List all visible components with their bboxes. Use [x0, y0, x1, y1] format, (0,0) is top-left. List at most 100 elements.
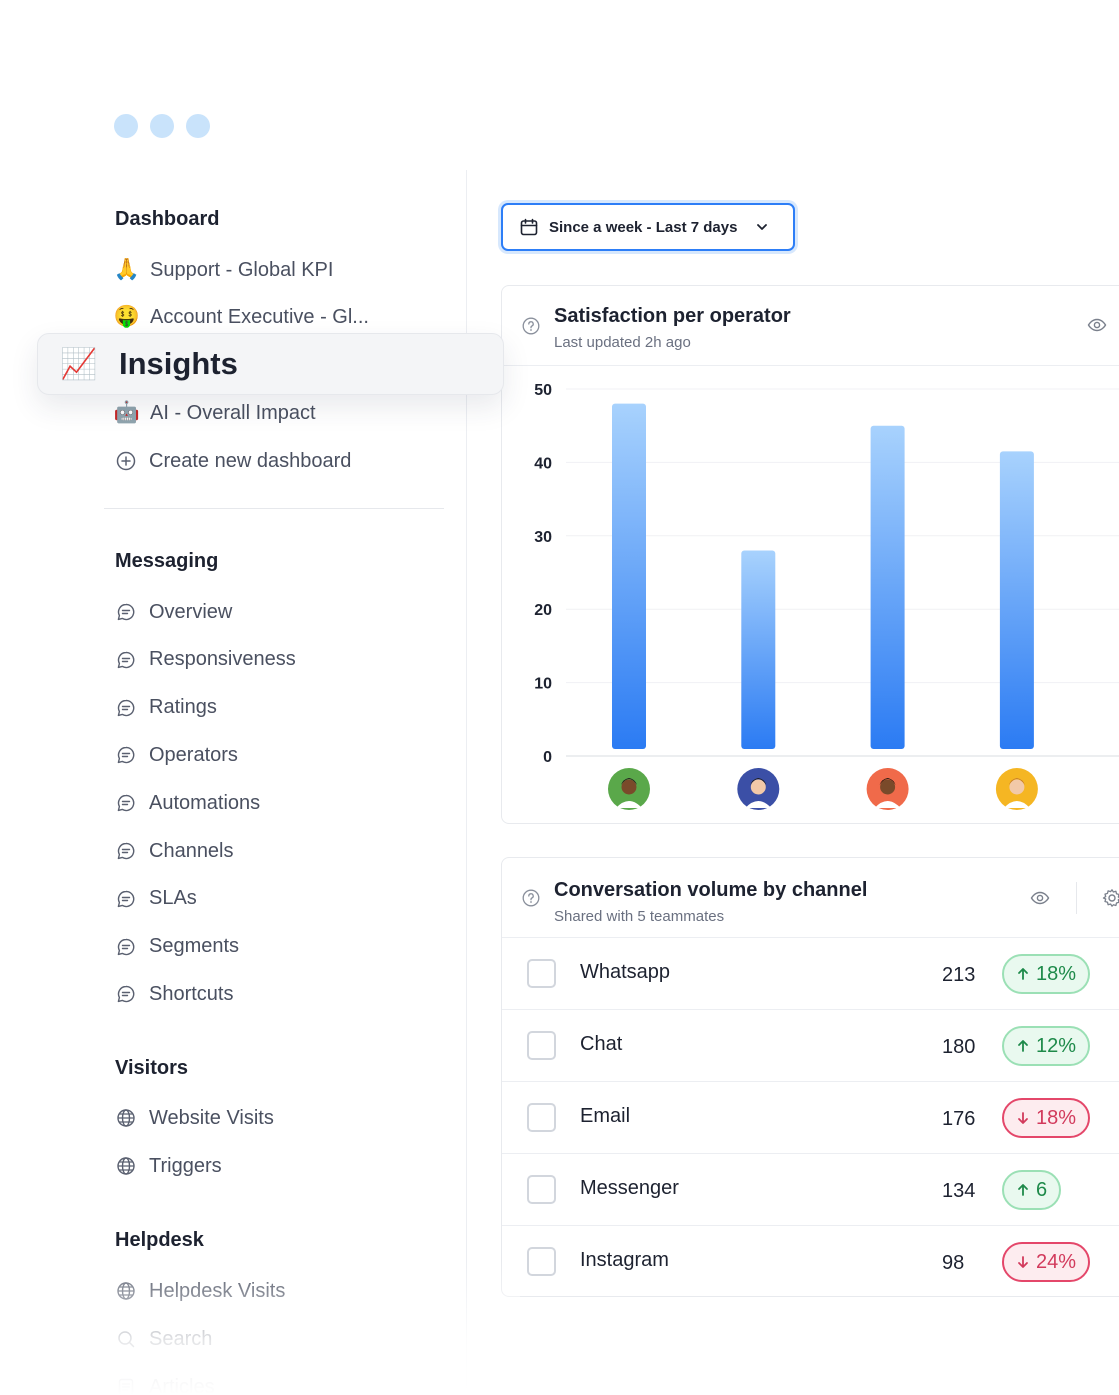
chat-bubble-icon	[115, 936, 137, 958]
bar[interactable]	[870, 425, 905, 749]
gear-icon[interactable]	[1102, 888, 1119, 908]
eye-icon[interactable]	[1030, 888, 1050, 908]
section-title-dashboard: Dashboard	[115, 208, 220, 230]
create-dashboard-button[interactable]: Create new dashboard	[115, 446, 351, 476]
sidebar-item-label: SLAs	[149, 887, 197, 910]
search-icon	[115, 1328, 137, 1350]
channel-name: Messenger	[580, 1177, 679, 1199]
sidebar-item-label: Responsiveness	[149, 648, 296, 671]
praying-hands-icon: 🙏	[113, 258, 141, 281]
y-tick-label: 10	[534, 676, 552, 693]
sidebar-item-segments[interactable]: Segments	[115, 932, 239, 962]
chart-increasing-icon: 📈	[60, 347, 98, 381]
sidebar-item-support-global-kpi[interactable]: 🙏 Support - Global KPI	[113, 255, 334, 285]
y-tick-label: 30	[534, 529, 552, 546]
trend-badge: 6	[1002, 1170, 1062, 1210]
window-dot[interactable]	[186, 114, 210, 138]
channel-name: Email	[580, 1105, 631, 1127]
table-row[interactable]: Chat 180 12%	[502, 1009, 1119, 1081]
table-row[interactable]: Instagram 98 24%	[502, 1225, 1119, 1297]
sidebar-item-search[interactable]: Search	[115, 1324, 212, 1354]
chat-bubble-icon	[115, 697, 137, 719]
y-tick-label: 20	[534, 602, 552, 619]
sidebar-item-label: Support - Global KPI	[150, 258, 334, 281]
y-tick-label: 0	[543, 749, 552, 766]
channel-count: 180	[942, 1036, 976, 1058]
sidebar-item-ratings[interactable]: Ratings	[115, 693, 217, 723]
trend-badge: 24%	[1002, 1242, 1091, 1282]
operator-avatar[interactable]	[737, 768, 780, 810]
row-checkbox[interactable]	[527, 959, 556, 988]
sidebar-item-helpdesk-visits[interactable]: Helpdesk Visits	[115, 1276, 285, 1306]
date-range-dropdown[interactable]: Since a week - Last 7 days	[501, 203, 795, 251]
card-subtitle: Shared with 5 teammates	[554, 908, 725, 925]
bar[interactable]	[612, 403, 646, 749]
trend-value: 24%	[1036, 1250, 1077, 1273]
date-range-label: Since a week - Last 7 days	[549, 218, 738, 236]
sidebar-item-slas[interactable]: SLAs	[115, 884, 197, 914]
operator-avatar[interactable]	[995, 768, 1038, 810]
operator-avatar[interactable]	[608, 768, 650, 810]
sidebar-item-label: Search	[149, 1327, 213, 1350]
arrow-down-icon	[1016, 1111, 1036, 1125]
satisfaction-chart-card: Satisfaction per operator Last updated 2…	[501, 285, 1119, 824]
window-dot[interactable]	[150, 114, 174, 138]
chat-bubble-icon	[115, 649, 137, 671]
y-tick-label: 50	[534, 382, 552, 399]
operator-avatar[interactable]	[866, 768, 909, 810]
sidebar-item-operators[interactable]: Operators	[115, 740, 238, 770]
row-checkbox[interactable]	[527, 1031, 556, 1060]
card-title: Satisfaction per operator	[554, 305, 791, 327]
sidebar-item-overview[interactable]: Overview	[115, 597, 232, 627]
window-controls	[114, 114, 210, 138]
help-icon[interactable]	[522, 317, 540, 335]
row-checkbox[interactable]	[527, 1103, 556, 1132]
sidebar-item-label: Shortcuts	[149, 982, 234, 1005]
sidebar-item-label: Helpdesk Visits	[149, 1279, 286, 1302]
sidebar-item-label: Segments	[149, 935, 240, 958]
sidebar-item-label: AI - Overall Impact	[150, 401, 316, 424]
sidebar-item-articles[interactable]: Articles	[115, 1372, 215, 1395]
table-row[interactable]: Messenger 134 6	[502, 1153, 1119, 1225]
bar[interactable]	[999, 451, 1034, 749]
arrow-up-icon	[1016, 967, 1036, 981]
plus-circle-icon	[115, 450, 137, 472]
chat-bubble-icon	[115, 983, 137, 1005]
sidebar-item-website-visits[interactable]: Website Visits	[115, 1103, 274, 1133]
sidebar-item-responsiveness[interactable]: Responsiveness	[115, 645, 296, 675]
sidebar-item-label: Automations	[149, 791, 261, 814]
sidebar-item-triggers[interactable]: Triggers	[115, 1151, 222, 1181]
table-row[interactable]: Email 176 18%	[502, 1081, 1119, 1153]
card-title: Conversation volume by channel	[554, 879, 868, 901]
section-title-helpdesk: Helpdesk	[115, 1229, 204, 1251]
window-dot[interactable]	[114, 114, 138, 138]
sidebar-item-ai-overall-impact[interactable]: 🤖 AI - Overall Impact	[113, 398, 316, 428]
channel-count: 176	[942, 1108, 976, 1130]
globe-icon	[115, 1155, 137, 1177]
section-title-visitors: Visitors	[115, 1057, 188, 1079]
sidebar-item-label: Articles	[149, 1375, 215, 1395]
arrow-up-icon	[1016, 1183, 1036, 1197]
row-checkbox[interactable]	[527, 1175, 556, 1204]
document-icon	[115, 1376, 137, 1395]
sidebar-item-label: Operators	[149, 743, 238, 766]
trend-value: 18%	[1036, 962, 1077, 985]
sidebar-item-shortcuts[interactable]: Shortcuts	[115, 979, 233, 1009]
help-icon[interactable]	[522, 889, 540, 907]
trend-value: 6	[1036, 1178, 1048, 1201]
eye-icon[interactable]	[1087, 315, 1107, 335]
chat-bubble-icon	[115, 888, 137, 910]
table-row[interactable]: Whatsapp 213 18%	[502, 937, 1119, 1009]
bar[interactable]	[741, 550, 776, 749]
chevron-down-icon	[757, 224, 768, 230]
sidebar-item-account-executive[interactable]: 🤑 Account Executive - Gl...	[114, 302, 369, 332]
sidebar-item-channels[interactable]: Channels	[115, 836, 234, 866]
trend-badge: 18%	[1002, 1098, 1091, 1138]
sidebar-item-label: Overview	[149, 600, 233, 623]
row-checkbox[interactable]	[527, 1247, 556, 1276]
sidebar-item-insights[interactable]: 📈 Insights	[37, 333, 504, 395]
robot-icon: 🤖	[113, 401, 141, 424]
sidebar-item-label: Ratings	[149, 696, 217, 719]
y-tick-label: 40	[534, 455, 552, 472]
sidebar-item-automations[interactable]: Automations	[115, 788, 260, 818]
